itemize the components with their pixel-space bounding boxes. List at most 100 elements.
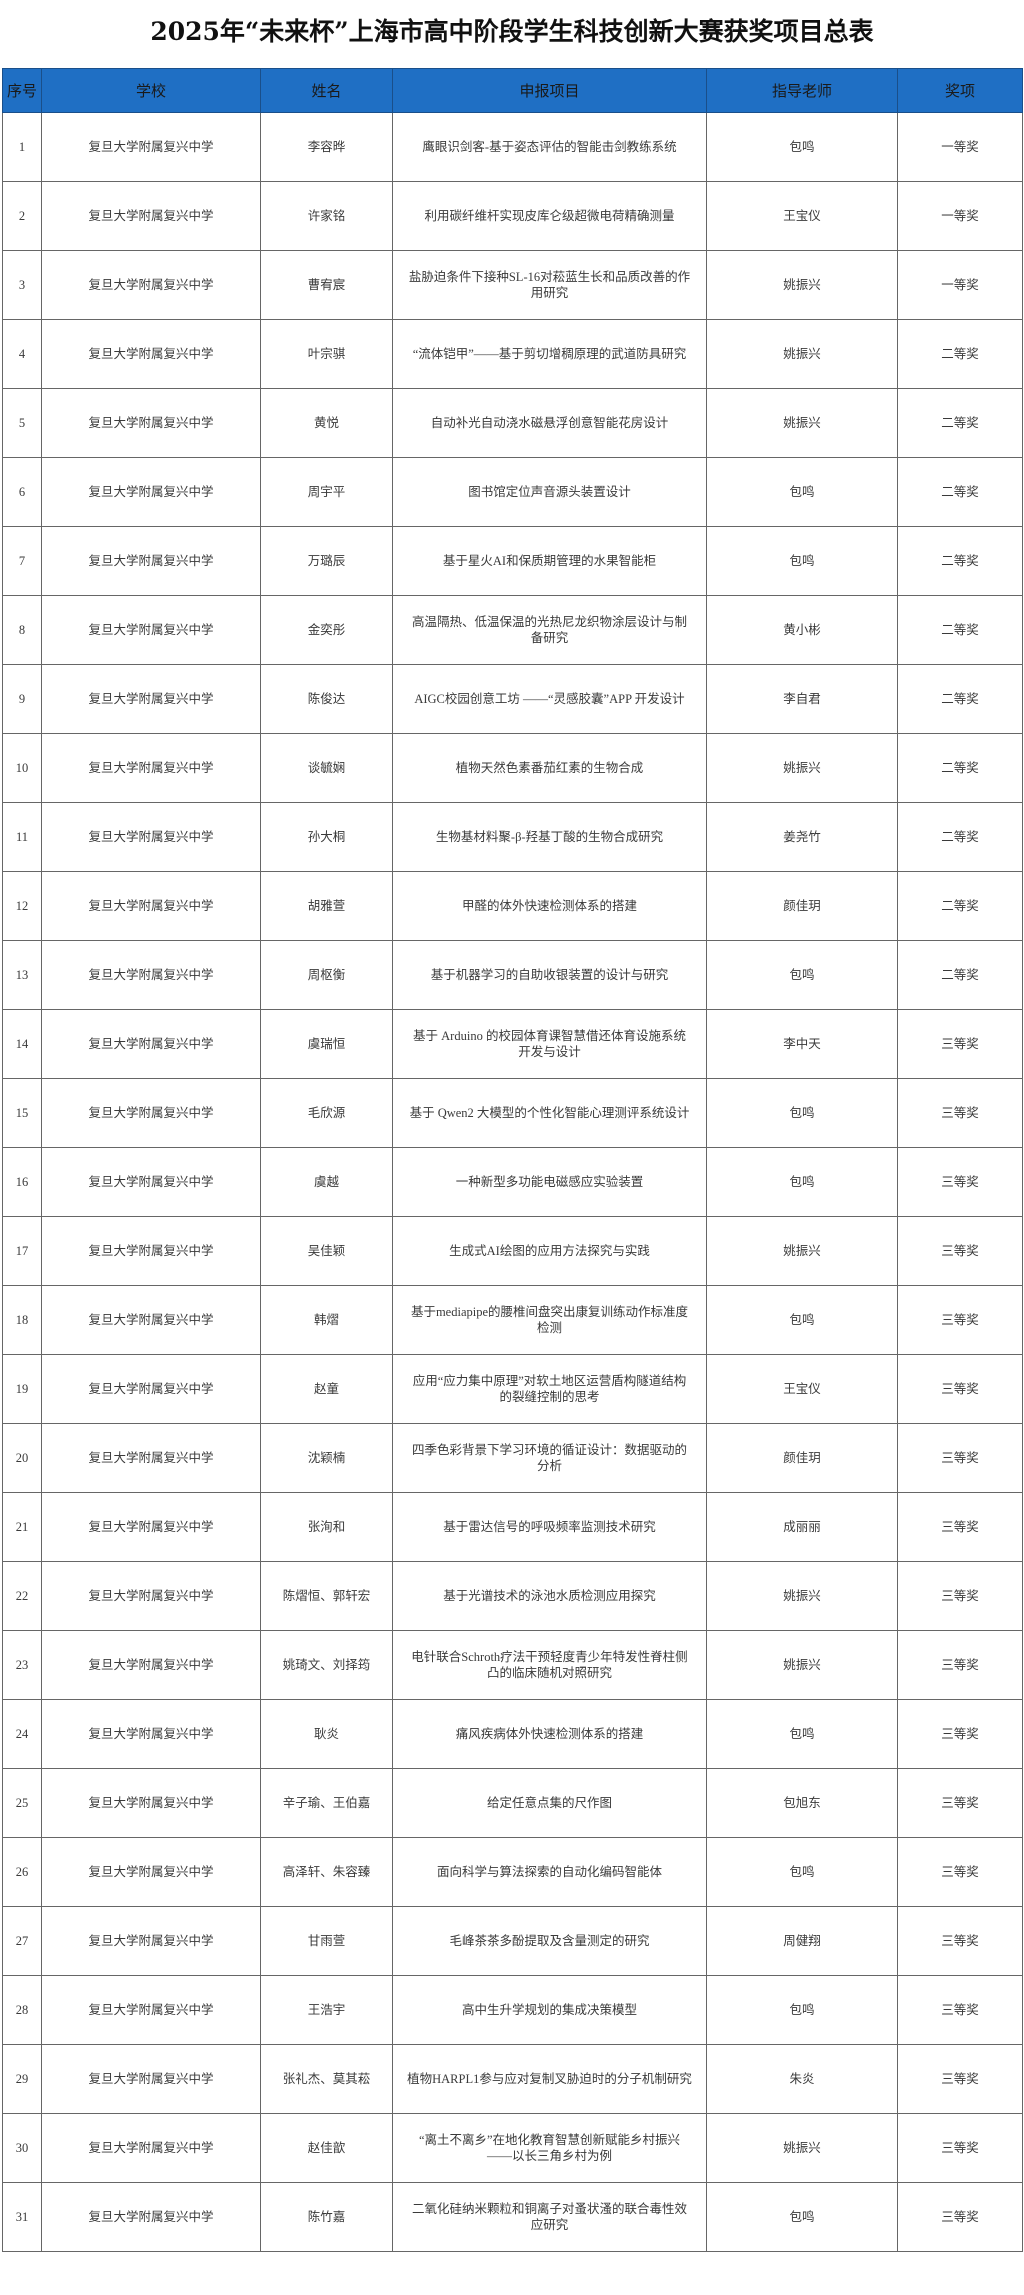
column-header-seq: 序号 — [2, 68, 42, 113]
teacher-cell: 包鸣 — [706, 1078, 898, 1148]
name-cell: 金奕彤 — [260, 595, 393, 665]
project-cell: 二氧化硅纳米颗粒和铜离子对蚤状溞的联合毒性效应研究 — [392, 2182, 707, 2252]
school-cell: 复旦大学附属复兴中学 — [41, 1975, 261, 2045]
teacher-cell: 姚振兴 — [706, 1630, 898, 1700]
teacher-cell: 姚振兴 — [706, 733, 898, 803]
project-cell: 基于 Arduino 的校园体育课智慧借还体育设施系统开发与设计 — [392, 1009, 707, 1079]
seq-cell: 26 — [2, 1837, 42, 1907]
school-cell: 复旦大学附属复兴中学 — [41, 940, 261, 1010]
award-cell: 二等奖 — [897, 457, 1023, 527]
seq-cell: 16 — [2, 1147, 42, 1217]
table-row: 19 复旦大学附属复兴中学 赵童 应用“应力集中原理”对软土地区运营盾构隧道结构的裂缝… — [2, 1354, 1023, 1424]
project-cell: 基于 Qwen2 大模型的个性化智能心理测评系统设计 — [392, 1078, 707, 1148]
project-cell: 高温隔热、低温保温的光热尼龙织物涂层设计与制备研究 — [392, 595, 707, 665]
column-header-project: 申报项目 — [392, 68, 707, 113]
award-cell: 三等奖 — [897, 1492, 1023, 1562]
seq-cell: 12 — [2, 871, 42, 941]
school-cell: 复旦大学附属复兴中学 — [41, 1285, 261, 1355]
teacher-cell: 姚振兴 — [706, 2113, 898, 2183]
teacher-cell: 姚振兴 — [706, 319, 898, 389]
teacher-cell: 包鸣 — [706, 526, 898, 596]
seq-cell: 17 — [2, 1216, 42, 1286]
teacher-cell: 包鸣 — [706, 940, 898, 1010]
award-cell: 三等奖 — [897, 1009, 1023, 1079]
school-cell: 复旦大学附属复兴中学 — [41, 1906, 261, 1976]
project-cell: 毛峰茶茶多酚提取及含量测定的研究 — [392, 1906, 707, 1976]
teacher-cell: 包鸣 — [706, 1147, 898, 1217]
school-cell: 复旦大学附属复兴中学 — [41, 388, 261, 458]
name-cell: 叶宗骐 — [260, 319, 393, 389]
table-row: 24 复旦大学附属复兴中学 耿炎 痛风疾病体外快速检测体系的搭建 包鸣 三等奖 — [2, 1699, 1023, 1769]
table-body: 1 复旦大学附属复兴中学 李容晔 鹰眼识剑客-基于姿态评估的智能击剑教练系统 包鸣 一等奖… — [2, 112, 1023, 2252]
award-cell: 一等奖 — [897, 112, 1023, 182]
table-row: 30 复旦大学附属复兴中学 赵佳歆 “离土不离乡”在地化教育智慧创新赋能乡村振兴——以… — [2, 2113, 1023, 2183]
project-cell: 高中生升学规划的集成决策模型 — [392, 1975, 707, 2045]
name-cell: 张礼杰、莫其菘 — [260, 2044, 393, 2114]
project-cell: 痛风疾病体外快速检测体系的搭建 — [392, 1699, 707, 1769]
school-cell: 复旦大学附属复兴中学 — [41, 1768, 261, 1838]
name-cell: 胡雅萱 — [260, 871, 393, 941]
table-row: 7 复旦大学附属复兴中学 万璐辰 基于星火AI和保质期管理的水果智能柜 包鸣 二等奖 — [2, 526, 1023, 596]
teacher-cell: 成丽丽 — [706, 1492, 898, 1562]
seq-cell: 8 — [2, 595, 42, 665]
school-cell: 复旦大学附属复兴中学 — [41, 250, 261, 320]
award-cell: 三等奖 — [897, 1147, 1023, 1217]
table-row: 3 复旦大学附属复兴中学 曹宥宸 盐胁迫条件下接种SL-16对菘蓝生长和品质改善的作用… — [2, 250, 1023, 320]
table-row: 16 复旦大学附属复兴中学 虞越 一种新型多功能电磁感应实验装置 包鸣 三等奖 — [2, 1147, 1023, 1217]
teacher-cell: 李中天 — [706, 1009, 898, 1079]
column-header-teacher: 指导老师 — [706, 68, 898, 113]
school-cell: 复旦大学附属复兴中学 — [41, 1561, 261, 1631]
seq-cell: 24 — [2, 1699, 42, 1769]
name-cell: 姚琦文、刘择筠 — [260, 1630, 393, 1700]
award-cell: 三等奖 — [897, 1975, 1023, 2045]
school-cell: 复旦大学附属复兴中学 — [41, 1492, 261, 1562]
school-cell: 复旦大学附属复兴中学 — [41, 181, 261, 251]
table-row: 11 复旦大学附属复兴中学 孙大桐 生物基材料聚-β-羟基丁酸的生物合成研究 姜尧竹 二等… — [2, 802, 1023, 872]
seq-cell: 9 — [2, 664, 42, 734]
seq-cell: 20 — [2, 1423, 42, 1493]
project-cell: 电针联合Schroth疗法干预轻度青少年特发性脊柱侧凸的临床随机对照研究 — [392, 1630, 707, 1700]
teacher-cell: 包鸣 — [706, 457, 898, 527]
project-cell: AIGC校园创意工坊 ——“灵感胶囊”APP 开发设计 — [392, 664, 707, 734]
table-header-row: 序号 学校 姓名 申报项目 指导老师 奖项 — [2, 68, 1023, 113]
teacher-cell: 包旭东 — [706, 1768, 898, 1838]
award-cell: 三等奖 — [897, 1906, 1023, 1976]
award-cell: 二等奖 — [897, 940, 1023, 1010]
name-cell: 虞瑞恒 — [260, 1009, 393, 1079]
name-cell: 王浩宇 — [260, 1975, 393, 2045]
teacher-cell: 包鸣 — [706, 1837, 898, 1907]
seq-cell: 13 — [2, 940, 42, 1010]
award-cell: 二等奖 — [897, 664, 1023, 734]
column-header-school: 学校 — [41, 68, 261, 113]
table-row: 23 复旦大学附属复兴中学 姚琦文、刘择筠 电针联合Schroth疗法干预轻度青少年特… — [2, 1630, 1023, 1700]
table-row: 22 复旦大学附属复兴中学 陈熠恒、郭轩宏 基于光谱技术的泳池水质检测应用探究 姚振兴三… — [2, 1561, 1023, 1631]
name-cell: 谈毓娴 — [260, 733, 393, 803]
table-row: 8 复旦大学附属复兴中学 金奕彤 高温隔热、低温保温的光热尼龙织物涂层设计与制备研究黄… — [2, 595, 1023, 665]
award-cell: 三等奖 — [897, 1768, 1023, 1838]
teacher-cell: 黄小彬 — [706, 595, 898, 665]
name-cell: 周宇平 — [260, 457, 393, 527]
name-cell: 沈颖楠 — [260, 1423, 393, 1493]
school-cell: 复旦大学附属复兴中学 — [41, 664, 261, 734]
award-cell: 二等奖 — [897, 319, 1023, 389]
teacher-cell: 朱炎 — [706, 2044, 898, 2114]
school-cell: 复旦大学附属复兴中学 — [41, 2113, 261, 2183]
seq-cell: 31 — [2, 2182, 42, 2252]
project-cell: “流体铠甲”——基于剪切增稠原理的武道防具研究 — [392, 319, 707, 389]
name-cell: 韩熠 — [260, 1285, 393, 1355]
school-cell: 复旦大学附属复兴中学 — [41, 1354, 261, 1424]
table-row: 10 复旦大学附属复兴中学 谈毓娴 植物天然色素番茄红素的生物合成 姚振兴 二等奖 — [2, 733, 1023, 803]
project-cell: 植物HARPL1参与应对复制叉胁迫时的分子机制研究 — [392, 2044, 707, 2114]
award-cell: 二等奖 — [897, 733, 1023, 803]
seq-cell: 18 — [2, 1285, 42, 1355]
award-cell: 三等奖 — [897, 1630, 1023, 1700]
teacher-cell: 姚振兴 — [706, 388, 898, 458]
school-cell: 复旦大学附属复兴中学 — [41, 1630, 261, 1700]
school-cell: 复旦大学附属复兴中学 — [41, 319, 261, 389]
teacher-cell: 姚振兴 — [706, 1216, 898, 1286]
table-row: 29 复旦大学附属复兴中学 张礼杰、莫其菘 植物HARPL1参与应对复制叉胁迫时的分子… — [2, 2044, 1023, 2114]
school-cell: 复旦大学附属复兴中学 — [41, 1147, 261, 1217]
seq-cell: 4 — [2, 319, 42, 389]
project-cell: 图书馆定位声音源头装置设计 — [392, 457, 707, 527]
project-cell: 基于雷达信号的呼吸频率监测技术研究 — [392, 1492, 707, 1562]
